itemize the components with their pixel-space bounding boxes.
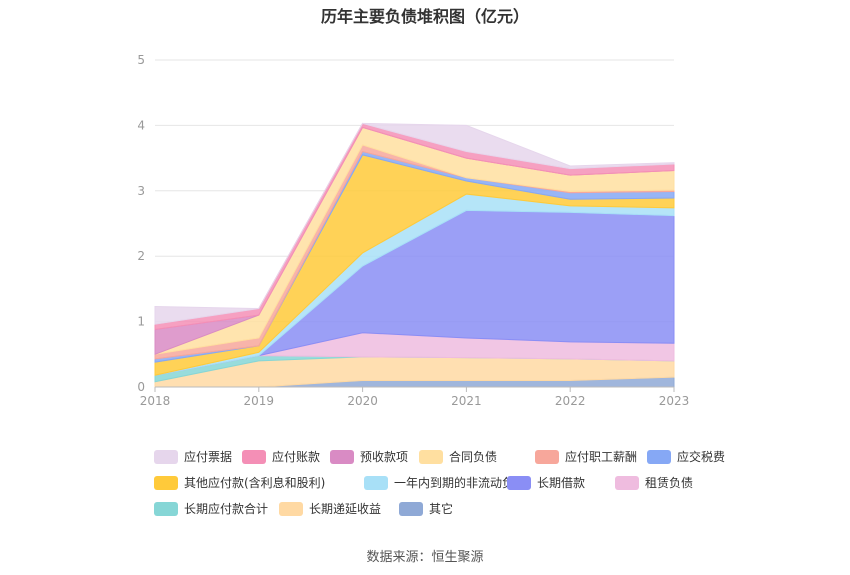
y-tick-label: 1 — [137, 315, 145, 329]
stacked-area-chart: 0 1 2 3 4 5 2018 2019 2020 2021 2022 2023 — [0, 0, 850, 440]
x-tick-label: 2019 — [244, 394, 275, 408]
legend-swatch — [535, 450, 559, 464]
legend-item[interactable]: 长期借款 — [507, 474, 585, 491]
x-tick-label: 2020 — [347, 394, 378, 408]
y-tick-label: 4 — [137, 118, 145, 132]
legend-label: 应付职工薪酬 — [565, 448, 637, 465]
legend-swatch — [154, 502, 178, 516]
x-tick-label: 2022 — [555, 394, 586, 408]
legend-item[interactable]: 其他应付款(含利息和股利) — [154, 474, 325, 491]
legend-label: 长期递延收益 — [309, 500, 381, 517]
legend-label: 其它 — [429, 500, 453, 517]
legend-item[interactable]: 租赁负债 — [615, 474, 693, 491]
legend-item[interactable]: 长期应付款合计 — [154, 500, 268, 517]
legend-item[interactable]: 应付票据 — [154, 448, 232, 465]
legend-label: 合同负债 — [449, 448, 497, 465]
legend-swatch — [330, 450, 354, 464]
legend-item[interactable]: 其它 — [399, 500, 453, 517]
legend-swatch — [364, 476, 388, 490]
legend-swatch — [154, 450, 178, 464]
legend-label: 长期应付款合计 — [184, 500, 268, 517]
legend-label: 应交税费 — [677, 448, 725, 465]
legend-swatch — [507, 476, 531, 490]
legend-label: 预收款项 — [360, 448, 408, 465]
legend-label: 其他应付款(含利息和股利) — [184, 474, 325, 491]
legend-label: 应付账款 — [272, 448, 320, 465]
legend-label: 长期借款 — [537, 474, 585, 491]
legend-item[interactable]: 应交税费 — [647, 448, 725, 465]
x-tick-label: 2023 — [659, 394, 690, 408]
legend-swatch — [154, 476, 178, 490]
legend-swatch — [399, 502, 423, 516]
data-source-note: 数据来源：恒生聚源 — [0, 546, 850, 565]
legend-swatch — [419, 450, 443, 464]
legend-swatch — [615, 476, 639, 490]
y-tick-label: 5 — [137, 53, 145, 67]
legend-item[interactable]: 应付职工薪酬 — [535, 448, 637, 465]
y-tick-label: 3 — [137, 184, 145, 198]
x-tick-label: 2021 — [451, 394, 482, 408]
legend-label: 租赁负债 — [645, 474, 693, 491]
legend-item[interactable]: 应付账款 — [242, 448, 320, 465]
legend-item[interactable]: 一年内到期的非流动负债 — [364, 474, 526, 491]
legend-item[interactable]: 合同负债 — [419, 448, 497, 465]
x-tick-label: 2018 — [140, 394, 171, 408]
legend-swatch — [647, 450, 671, 464]
y-tick-label: 2 — [137, 249, 145, 263]
legend-swatch — [242, 450, 266, 464]
legend-item[interactable]: 长期递延收益 — [279, 500, 381, 517]
legend-label: 应付票据 — [184, 448, 232, 465]
legend-swatch — [279, 502, 303, 516]
legend-item[interactable]: 预收款项 — [330, 448, 408, 465]
y-tick-label: 0 — [137, 380, 145, 394]
